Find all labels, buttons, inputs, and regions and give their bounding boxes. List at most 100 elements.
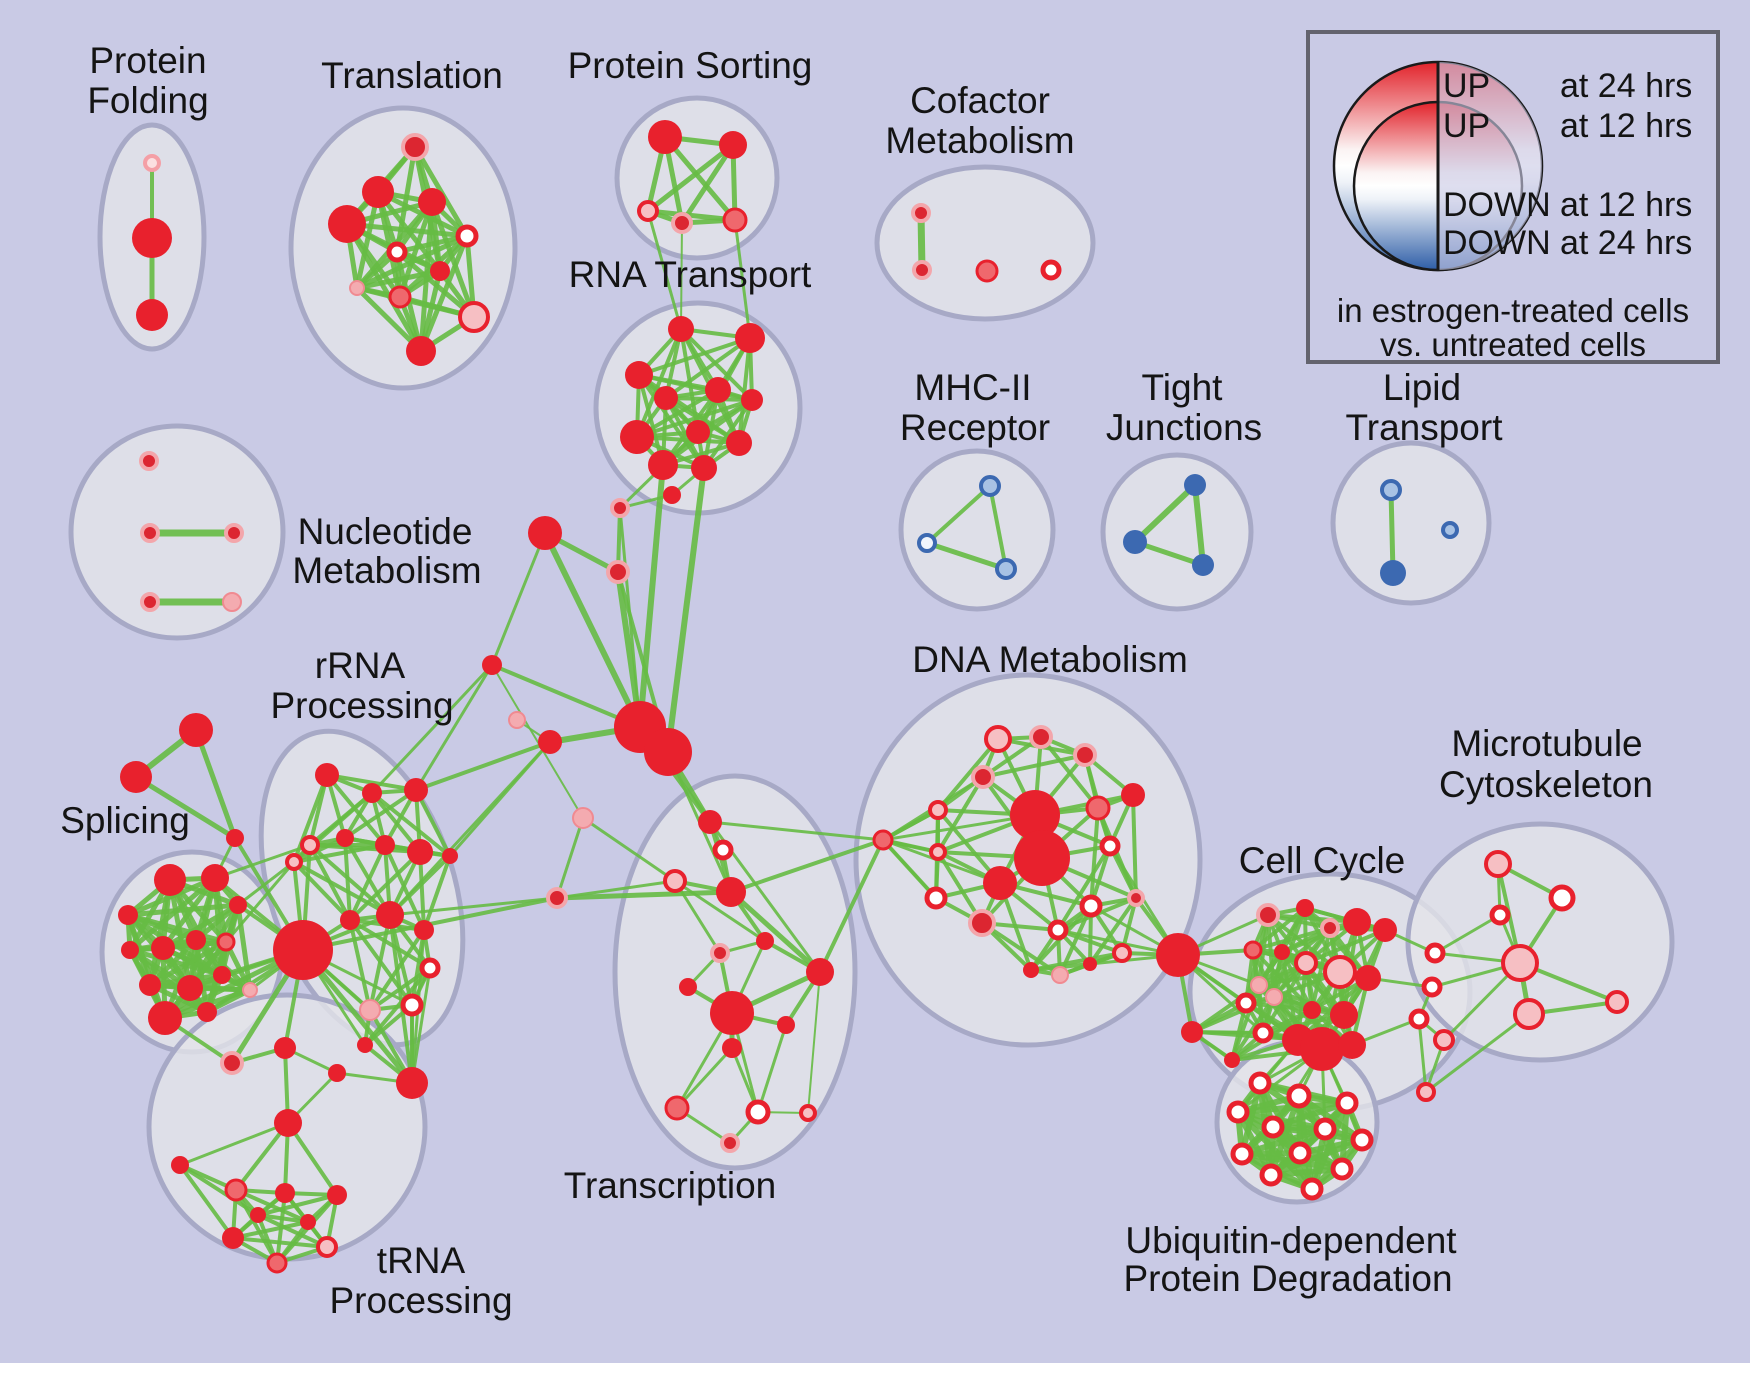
gene-node [664, 1095, 690, 1121]
gene-node [610, 498, 630, 518]
gene-node [140, 523, 160, 543]
gene-node [1296, 899, 1314, 917]
gene-node [1181, 1021, 1203, 1043]
edge [728, 889, 823, 975]
gene-node [928, 800, 948, 820]
gene-node [1112, 943, 1132, 963]
gene-node [663, 869, 687, 893]
gene-node [1184, 474, 1206, 496]
edge [1251, 926, 1332, 952]
gene-node [1605, 990, 1629, 1014]
gene-node [663, 486, 681, 504]
cluster-label-protein-folding: Folding [87, 80, 208, 121]
edge [344, 221, 470, 239]
gene-node [777, 1016, 795, 1034]
gene-node [1230, 1142, 1254, 1166]
cluster-label-protein-folding: Protein [89, 40, 206, 81]
cluster-label-microtubule-cytoskeleton: Microtubule [1451, 723, 1642, 764]
edge [418, 850, 426, 932]
cluster-label-rrna-processing: rRNA [315, 645, 406, 686]
gene-node [1286, 1083, 1312, 1109]
cluster-label-lipid-transport: Transport [1346, 407, 1504, 448]
gene-node [712, 839, 734, 861]
edge [178, 1163, 235, 1240]
gene-node [1073, 743, 1097, 767]
gene-node [1274, 944, 1290, 960]
gene-node [1424, 942, 1446, 964]
gene-node [1051, 966, 1069, 984]
edge [348, 843, 387, 922]
edge [881, 838, 938, 900]
edge [1251, 906, 1307, 952]
gene-node [719, 131, 747, 159]
cluster-ellipse-mhc-ii-receptor [898, 448, 1056, 612]
gene-node [143, 154, 161, 172]
edge [256, 1193, 339, 1217]
gene-node [273, 920, 333, 980]
edge [370, 791, 452, 858]
gene-node [1421, 976, 1443, 998]
gene-node [1330, 1001, 1358, 1029]
edge [988, 484, 1008, 571]
gene-node [1441, 521, 1459, 539]
gene-node [357, 1037, 373, 1053]
gene-node [362, 783, 382, 803]
gene-node [336, 829, 354, 847]
cluster-label-nucleotide-metabolism: Nucleotide [298, 511, 473, 552]
edge [936, 775, 985, 854]
gene-node [274, 1037, 296, 1059]
edge [618, 506, 642, 729]
gene-node [917, 533, 937, 553]
gene-node [1338, 1031, 1366, 1059]
gene-node [648, 120, 682, 154]
edge [555, 816, 585, 900]
cluster-label-cell-cycle: Cell Cycle [1239, 840, 1406, 881]
gene-node [442, 848, 458, 864]
gene-node [406, 336, 436, 366]
gene-node [710, 991, 754, 1035]
gene-node [648, 450, 678, 480]
gene-node [1235, 992, 1257, 1014]
gene-node [1433, 1029, 1455, 1051]
gene-node [1335, 1091, 1359, 1115]
edge [348, 918, 432, 970]
edge [354, 189, 381, 291]
edge [370, 663, 494, 795]
gene-node [528, 516, 562, 550]
gene-node [396, 1067, 428, 1099]
edge [645, 142, 736, 214]
gene-node [275, 1183, 295, 1203]
cluster-label-rna-transport: RNA Transport [569, 254, 812, 295]
edge [925, 484, 992, 545]
edge [665, 465, 707, 755]
edge [924, 540, 1009, 572]
edge [256, 1213, 310, 1224]
edge [236, 860, 296, 907]
gene-node [404, 778, 428, 802]
edge [1088, 896, 1138, 966]
cluster-label-translation: Translation [321, 55, 503, 96]
gene-node [1300, 1027, 1344, 1071]
gene-node [1029, 725, 1053, 749]
gene-node [726, 430, 752, 456]
gene-node [340, 910, 360, 930]
gene-node [266, 1252, 288, 1274]
gene-node [924, 886, 948, 910]
gene-node [171, 1156, 189, 1174]
gene-node [799, 1104, 817, 1122]
edge [325, 773, 418, 792]
gene-node [1513, 998, 1545, 1030]
edge [554, 889, 734, 901]
cluster-label-lipid-transport: Lipid [1383, 367, 1461, 408]
gene-node [644, 728, 692, 776]
gene-node [300, 1214, 316, 1230]
gene-node [400, 993, 424, 1017]
edge [702, 398, 754, 470]
gene-node [911, 203, 931, 223]
legend-direction-label: DOWN [1443, 224, 1551, 262]
gene-node [179, 713, 213, 747]
edge [1089, 806, 1100, 908]
edge [1433, 913, 1502, 955]
cluster-label-dna-metabolism: DNA Metabolism [912, 639, 1188, 680]
